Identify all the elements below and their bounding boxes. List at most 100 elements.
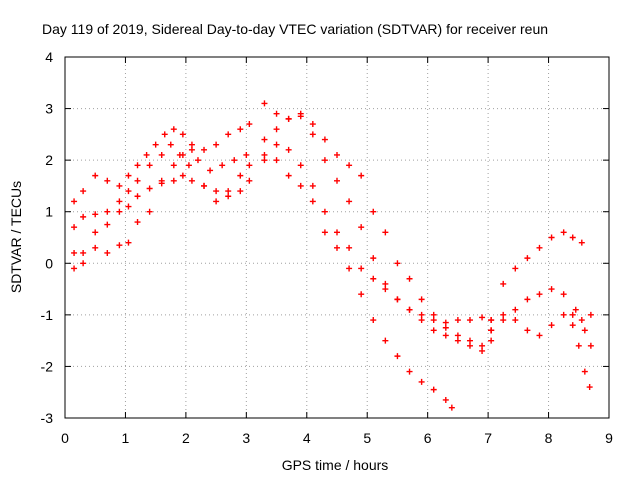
series-track-2 [71,121,253,205]
series-track-3 [71,172,253,272]
x-tick-label: 4 [303,430,311,446]
series-track-7 [261,141,495,326]
data-point [572,306,579,313]
y-tick-label: 4 [45,49,53,65]
series-track-5 [261,100,495,349]
data-point [134,219,141,226]
data-point [587,311,594,318]
series-track-8 [261,151,455,411]
data-point [479,314,486,321]
data-point [448,404,455,411]
data-point [346,265,353,272]
data-point [334,151,340,158]
axis-ticks [64,56,610,419]
data-point [213,188,220,195]
data-point [185,162,192,169]
x-tick-label: 1 [122,430,130,446]
chart-title: Day 119 of 2019, Sidereal Day-to-day VTE… [42,21,548,37]
data-point [297,110,304,117]
data-point [261,136,268,143]
data-point [71,249,78,256]
data-point [334,244,340,251]
x-tick-label: 6 [424,430,432,446]
data-point [512,306,519,313]
data-point [273,110,280,117]
y-tick-label: -3 [41,410,54,426]
data-point [188,177,195,184]
data-point [560,229,567,236]
data-point [406,368,413,375]
data-point [358,265,365,272]
x-axis-label: GPS time / hours [282,457,389,473]
data-point [285,146,292,153]
data-point [104,221,111,228]
data-point [524,296,531,303]
data-point [536,332,543,339]
data-point [548,322,555,329]
data-point [581,327,588,334]
data-point [104,208,111,215]
data-point [418,378,425,385]
x-tick-label: 3 [242,430,250,446]
series-track-1 [71,141,250,231]
data-point [104,249,111,256]
data-point [466,317,473,324]
data-point [125,203,132,210]
data-point [536,291,543,298]
series-track-4 [71,146,253,267]
data-point [116,208,123,215]
data-point [488,317,495,324]
data-point [578,239,585,246]
data-point [309,198,316,205]
data-point [512,317,519,324]
data-point [213,198,220,205]
x-tick-label: 7 [484,430,492,446]
data-point [285,115,292,122]
data-point [442,324,449,331]
data-point [569,234,576,241]
data-point [466,337,473,344]
data-point [225,188,232,195]
data-point [71,265,78,272]
data-point [125,239,132,246]
data-point [430,386,437,393]
data-point [358,172,365,179]
data-point [346,244,353,251]
data-point [237,126,244,133]
data-point [179,131,186,138]
data-point [80,188,87,195]
data-point [243,151,250,158]
data-point [394,353,401,360]
data-point [213,141,220,148]
data-point [334,177,340,184]
data-point [430,327,437,334]
data-point [80,213,87,220]
data-point [246,121,253,128]
data-point [370,255,377,262]
data-point [479,342,486,349]
data-point [370,208,377,215]
data-point [500,280,507,287]
data-point [237,172,244,179]
data-point [125,172,132,179]
data-point [581,368,588,375]
data-point [346,162,353,169]
data-point [207,167,214,174]
data-point [442,319,449,326]
y-tick-label: 0 [45,255,53,271]
data-point [125,188,132,195]
data-point [321,229,328,236]
data-point [309,121,316,128]
data-point [321,208,328,215]
data-point [170,177,177,184]
data-point [524,255,531,262]
data-point [454,317,461,324]
data-point [346,198,353,205]
x-tick-label: 0 [61,430,69,446]
data-point [560,311,567,318]
data-point [488,337,495,344]
series-track-10 [488,286,594,349]
data-point [406,275,413,282]
data-point [134,193,141,200]
